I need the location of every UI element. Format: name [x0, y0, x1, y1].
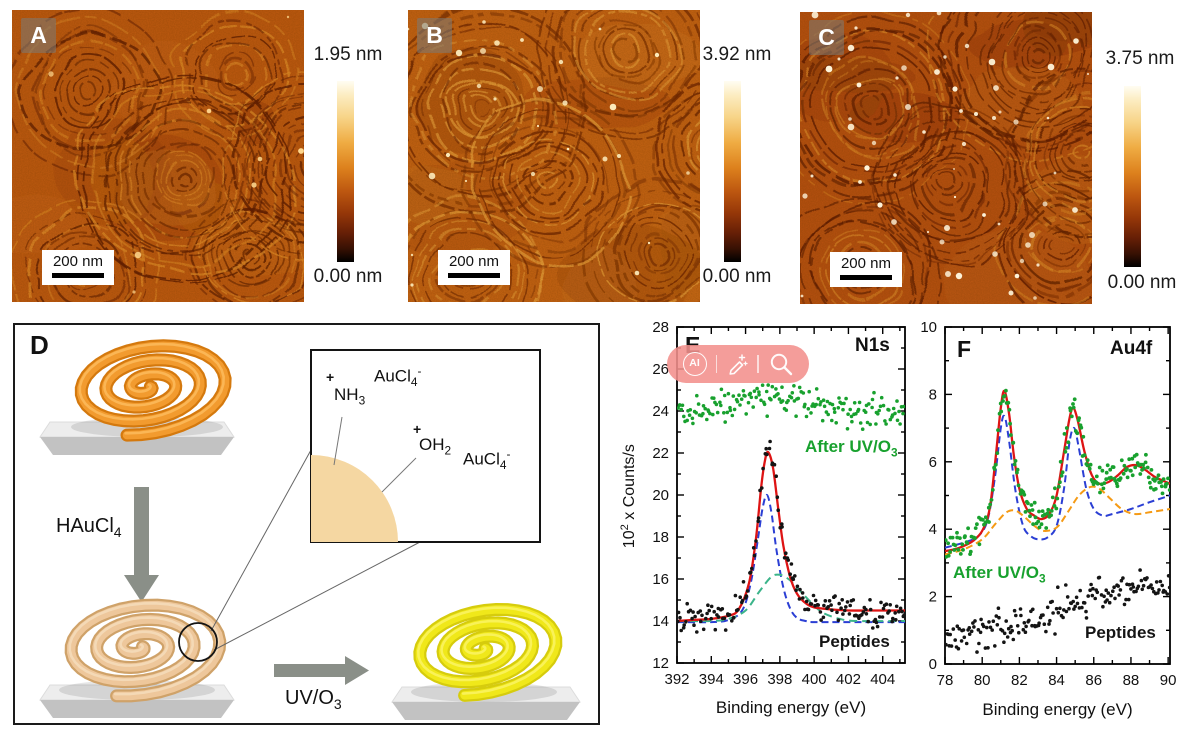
- svg-text:86: 86: [1085, 672, 1102, 689]
- aucl4-top-label: AuCl4-: [374, 364, 422, 390]
- svg-text:82: 82: [1011, 672, 1028, 689]
- annotation-after-uvo3: After UV/O3: [805, 437, 898, 460]
- scalebar-label: 200 nm: [52, 253, 104, 270]
- magic-pen-icon[interactable]: [726, 353, 748, 375]
- svg-text:6: 6: [929, 454, 937, 471]
- panel-label-c: C: [809, 20, 844, 55]
- afm-texture-c: [800, 12, 1092, 304]
- ai-toolbar-overlay: AI: [667, 345, 809, 383]
- svg-text:4: 4: [929, 521, 937, 538]
- colorbar-b-max: 3.92 nm: [702, 44, 772, 65]
- panel-label-a: A: [21, 18, 56, 53]
- svg-text:12: 12: [652, 655, 669, 672]
- scalebar-line: [840, 275, 892, 280]
- xps-chart-au4f: 78 80 82 84 86 88 90 0 2 4 6 8 10 F Au4f After UV/O3…: [905, 318, 1192, 725]
- svg-text:0: 0: [929, 656, 937, 673]
- colorbar-c-max: 3.75 nm: [1105, 48, 1175, 69]
- xps-chart-n1s: 392 394 396 398 400 402 404 12 14 16 18 20 22 24 26 28 …: [615, 318, 915, 725]
- svg-text:24: 24: [652, 403, 669, 420]
- aucl4-right-label: AuCl4-: [463, 447, 511, 473]
- svg-text:84: 84: [1048, 672, 1065, 689]
- svg-text:20: 20: [652, 487, 669, 504]
- reaction-step2-label: UV/O3: [285, 687, 342, 712]
- colorbar-a: [337, 81, 354, 262]
- svg-text:396: 396: [733, 671, 758, 688]
- svg-text:2: 2: [929, 589, 937, 606]
- annotation-peptides: Peptides: [819, 632, 890, 651]
- svg-text:88: 88: [1123, 672, 1140, 689]
- panel-label-d: D: [30, 330, 49, 360]
- colorbar-c-min: 0.00 nm: [1107, 272, 1177, 293]
- svg-text:90: 90: [1160, 672, 1177, 689]
- svg-text:18: 18: [652, 529, 669, 546]
- svg-text:14: 14: [652, 613, 669, 630]
- svg-text:398: 398: [767, 671, 792, 688]
- svg-text:400: 400: [802, 671, 827, 688]
- scalebar-label: 200 nm: [840, 255, 892, 272]
- afm-image-c: C 200 nm: [800, 12, 1092, 304]
- svg-text:394: 394: [699, 671, 724, 688]
- annotation-peptides: Peptides: [1085, 623, 1156, 642]
- svg-text:10: 10: [920, 319, 937, 336]
- ai-assistant-icon[interactable]: AI: [682, 352, 707, 376]
- search-icon[interactable]: [768, 351, 794, 377]
- xaxis-title-n1s: Binding energy (eV): [715, 698, 867, 717]
- afm-image-a: A 200 nm: [12, 10, 304, 302]
- oh2-charge: +: [413, 421, 422, 437]
- scalebar-line: [448, 273, 500, 278]
- svg-text:392: 392: [664, 671, 689, 688]
- scalebar-a: 200 nm: [42, 250, 114, 285]
- svg-text:8: 8: [929, 386, 937, 403]
- svg-text:28: 28: [652, 319, 669, 336]
- svg-text:404: 404: [870, 671, 895, 688]
- reaction-step1-label: HAuCl4: [56, 515, 122, 540]
- afm-image-b: B 200 nm: [408, 10, 700, 302]
- chart-plot-au4f: 78 80 82 84 86 88 90 0 2 4 6 8 10: [920, 319, 1177, 689]
- svg-text:402: 402: [836, 671, 861, 688]
- toolbar-divider: [757, 355, 759, 373]
- svg-text:16: 16: [652, 571, 669, 588]
- colorbar-a-max: 1.95 nm: [313, 44, 383, 65]
- panel-label-b: B: [417, 18, 452, 53]
- chart-plot-n1s: 392 394 396 398 400 402 404 12 14 16 18 20 22 24 26 28: [652, 319, 906, 688]
- scalebar-c: 200 nm: [830, 252, 902, 287]
- panel-label-f: F: [957, 336, 972, 362]
- svg-text:26: 26: [652, 361, 669, 378]
- scalebar-label: 200 nm: [448, 253, 500, 270]
- scalebar-line: [52, 273, 104, 278]
- colorbar-a-min: 0.00 nm: [313, 266, 383, 287]
- colorbar-c: [1124, 86, 1141, 267]
- oh2-label: OH2: [419, 435, 452, 458]
- toolbar-divider: [715, 355, 717, 373]
- schematic-panel-d: D HAuCl4 UV/O3 + NH3 AuCl4- + OH2 AuCl4-: [13, 323, 600, 725]
- svg-text:80: 80: [974, 672, 991, 689]
- xaxis-title-au4f: Binding energy (eV): [982, 700, 1133, 719]
- chart-title-au4f: Au4f: [1110, 338, 1153, 359]
- scalebar-b: 200 nm: [438, 250, 510, 285]
- yaxis-title-n1s: 102 x Counts/s: [618, 444, 639, 549]
- annotation-after-uvo3: After UV/O3: [953, 563, 1046, 586]
- svg-text:22: 22: [652, 445, 669, 462]
- schematic-graphics: [39, 339, 581, 720]
- nh3-charge: +: [326, 369, 335, 385]
- svg-text:78: 78: [937, 672, 954, 689]
- colorbar-b-min: 0.00 nm: [702, 266, 772, 287]
- chart-title-n1s: N1s: [855, 335, 890, 356]
- nh3-label: NH3: [334, 385, 366, 408]
- colorbar-b: [724, 81, 741, 262]
